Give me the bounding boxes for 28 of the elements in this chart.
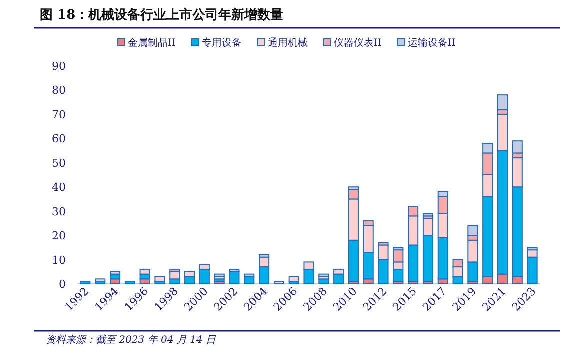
bar bbox=[274, 281, 284, 284]
bar bbox=[95, 278, 106, 282]
bar bbox=[318, 274, 330, 278]
y-tick-label: 80 bbox=[52, 84, 66, 98]
y-tick-label: 10 bbox=[52, 254, 66, 267]
legend-label: 运输设备II bbox=[408, 37, 456, 49]
text: 资料来源：截至 2023 年 04 月 14 日 bbox=[46, 334, 217, 346]
bar bbox=[422, 213, 434, 217]
bar bbox=[214, 274, 225, 278]
bar bbox=[154, 276, 166, 282]
legend-label: 金属制品II bbox=[128, 37, 176, 49]
chart-title: 图 18：机械设备行业上市公司年新增数量 bbox=[40, 7, 284, 23]
legend-label: 通用机械 bbox=[268, 37, 308, 49]
y-tick-label: 0 bbox=[59, 278, 66, 291]
y-tick-label: 70 bbox=[52, 108, 66, 122]
y-tick-label: 50 bbox=[52, 156, 66, 170]
bar bbox=[244, 276, 255, 284]
bar bbox=[124, 281, 136, 284]
legend-label: 专用设备 bbox=[202, 37, 242, 49]
bar bbox=[288, 276, 300, 282]
y-tick-label: 60 bbox=[52, 132, 66, 146]
legend-label: 仪器仪表II bbox=[334, 37, 382, 49]
bar bbox=[80, 281, 91, 284]
y-tick-label: 30 bbox=[52, 205, 66, 218]
y-tick-label: 20 bbox=[52, 230, 66, 243]
bar bbox=[229, 271, 240, 284]
y-tick-label: 40 bbox=[52, 181, 66, 194]
y-tick-label: 90 bbox=[52, 60, 66, 73]
